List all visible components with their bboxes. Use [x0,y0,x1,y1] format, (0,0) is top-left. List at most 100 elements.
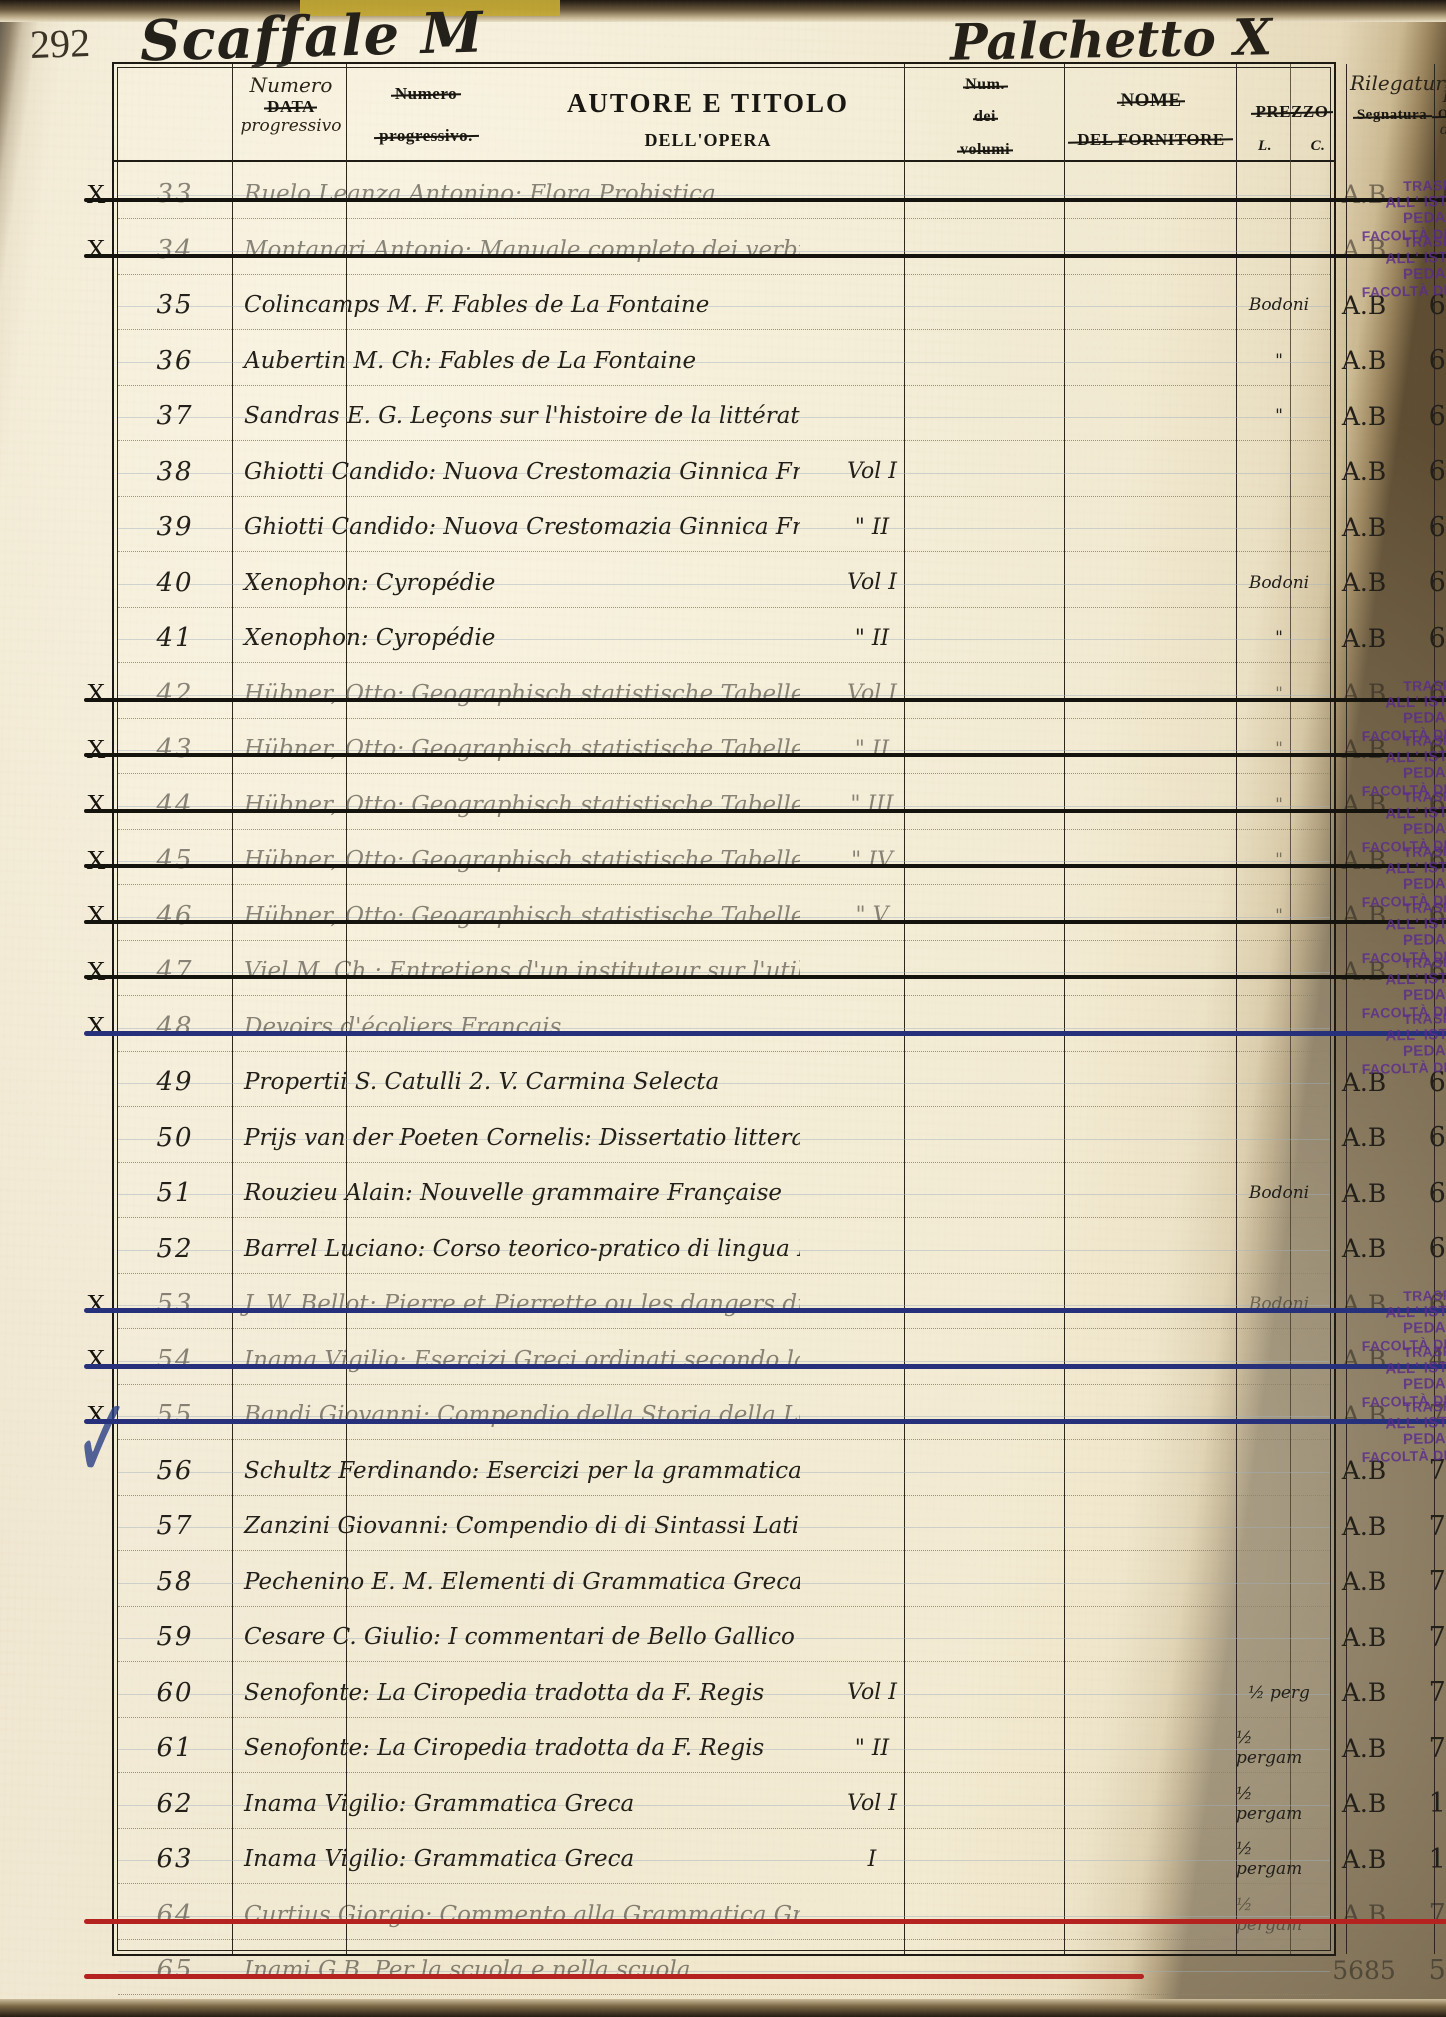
row-register-number: A.B [1341,1678,1387,1707]
header-binding: Rilegatura Segnatura [1350,71,1446,124]
table-row[interactable]: 61 Senofonte: La Ciropedia tradotta da F… [114,1722,1446,1774]
row-rule [118,1106,1330,1107]
row-number: 35 [156,290,194,320]
table-row[interactable]: 58 Pechenino E. M. Elementi di Grammatic… [114,1556,1446,1608]
row-volume [792,279,952,331]
table-row[interactable]: 63 Inama Vigilio: Grammatica Greca I ½ p… [114,1833,1446,1885]
row-author-title: Xenophon: Cyropédie [244,569,496,596]
row-price [1126,557,1234,609]
row-strikethrough [84,198,1446,202]
row-binding [1236,446,1322,498]
table-row[interactable]: 36 Aubertin M. Ch: Fables de La Fontaine… [114,335,1446,387]
row-number: 49 [156,1067,194,1097]
table-row[interactable]: X 43 Hübner, Otto: Geographisch statisti… [84,723,1446,775]
row-supplier [954,779,1124,831]
table-row[interactable]: X 33 Ruelo Leanza Antonino: Flora Probis… [84,168,1446,220]
row-price [1126,1112,1234,1164]
row-strikethrough [84,253,1446,258]
row-inventory-number: 7572 [1428,1399,1446,1431]
table-row[interactable]: 37 Sandras E. G. Leçons sur l'histoire d… [114,390,1446,442]
table-row[interactable]: 62 Inama Vigilio: Grammatica Greca Vol I… [114,1778,1446,1830]
row-volume: " II [854,625,890,651]
row-binding [1236,1112,1322,1164]
table-row[interactable]: X 53 J. W. Bellot: Pierre et Pierrette o… [84,1278,1446,1330]
row-supplier [954,1389,1124,1441]
table-row[interactable]: 49 Propertii S. Catulli 2. V. Carmina Se… [114,1056,1446,1108]
row-volume: Vol I [847,570,897,595]
row-binding: Bodoni [1248,572,1310,593]
table-row[interactable]: 51 Rouzieu Alain: Nouvelle grammaire Fra… [114,1167,1446,1219]
row-cancel-mark [80,1167,112,1219]
table-row[interactable]: 56 Schultz Ferdinando: Esercizi per la g… [114,1445,1446,1497]
table-row[interactable]: X 34 Montanari Antonio: Manuale completo… [84,224,1446,276]
row-cancel-mark [80,279,112,331]
row-supplier [954,1278,1124,1330]
row-blue-rule [118,1249,1330,1251]
row-supplier [954,945,1124,997]
table-row[interactable]: X 45 Hübner, Otto: Geographisch statisti… [84,834,1446,886]
row-inventory-number: 6989 [1428,622,1446,654]
table-row[interactable]: X 42 Hübner, Otto: Geographisch statisti… [84,668,1446,720]
row-supplier [954,612,1124,664]
row-inventory-number: 7574 [1428,1455,1446,1486]
table-row[interactable]: X 54 Inama Vigilio: Esercizi Greci ordin… [84,1334,1446,1386]
row-binding [1236,501,1322,553]
row-number: 42 [156,678,194,709]
row-blue-rule [118,195,1330,196]
table-row[interactable]: 60 Senofonte: La Ciropedia tradotta da F… [114,1667,1446,1719]
table-row[interactable]: 39 Ghiotti Candido: Nuova Crestomazia Gi… [114,501,1446,553]
row-number: 48 [156,1011,194,1042]
table-row[interactable]: 59 Cesare C. Giulio: I commentari de Bel… [114,1611,1446,1663]
row-inventory-number: 6955 [1428,733,1446,765]
row-register-number: A.B [1341,1622,1387,1652]
row-price [1126,335,1234,387]
header-number: Numero progressivo. [379,84,473,145]
row-cancel-mark [80,1556,112,1608]
table-row[interactable]: 52 Barrel Luciano: Corso teorico-pratico… [114,1223,1446,1275]
row-blue-rule [118,861,1330,862]
table-row[interactable]: 50 Prijs van der Poeten Cornelis: Disser… [114,1112,1446,1164]
table-row[interactable]: X 44 Hübner, Otto: Geographisch statisti… [84,779,1446,831]
row-price [1126,779,1234,831]
table-row[interactable]: X 48 Devoirs d'écoliers Francais [84,1001,1446,1053]
table-row[interactable]: X 46 Hübner, Otto: Geographisch statisti… [84,890,1446,942]
row-cancel-mark: X [86,955,106,986]
table-row[interactable]: 38 Ghiotti Candido: Nuova Crestomazia Gi… [114,446,1446,498]
row-binding: ½ perg [1248,1682,1310,1703]
row-inventory-number: 6 9 [1406,168,1446,220]
row-volume [792,1112,952,1164]
row-price [1126,1445,1234,1497]
table-row[interactable]: 40 Xenophon: Cyropédie Vol I Bodoni A.B … [114,557,1446,609]
row-number: 65 [156,1955,194,1985]
row-rule [118,384,1330,386]
row-inventory-number: 1618 [1428,1843,1446,1875]
table-row[interactable]: 65 Inami G.B. Per la scuola e nella scuo… [84,1944,1446,1996]
row-register-number: A.B [1341,1067,1387,1097]
col-rule-3 [904,64,905,1954]
row-inventory-number [1406,224,1446,276]
table-row[interactable]: X 47 Viel M. Ch.: Entretiens d'un instit… [84,945,1446,997]
ledger-table: Numero DATA progressivo Numero progressi… [84,62,1446,1995]
row-author-title: Propertii S. Catulli 2. V. Carmina Selec… [244,1069,720,1095]
row-author-title: Hübner, Otto: Geographisch statistische … [244,902,800,929]
row-register-number: A.B [1341,346,1387,375]
row-register-number: A.B [1341,1844,1387,1874]
table-row[interactable]: X 55 Bandi Giovanni: Compendio della Sto… [84,1389,1446,1441]
row-volume [792,390,952,442]
row-price [1126,834,1234,886]
row-supplier [954,1611,1124,1663]
table-row[interactable]: 35 Colincamps M. F. Fables de La Fontain… [114,279,1446,331]
row-binding: " [1275,406,1283,426]
row-rule [118,1272,1330,1274]
row-number: 60 [156,1677,194,1708]
row-supplier [954,501,1124,553]
row-number: 59 [156,1622,194,1652]
table-row[interactable]: 57 Zanzini Giovanni: Compendio di di Sin… [114,1500,1446,1552]
row-supplier [954,390,1124,442]
table-row[interactable]: 64 Curtius Giorgio: Commento alla Gramma… [84,1889,1446,1941]
row-cancel-mark [80,1112,112,1164]
row-register-number: A.B [1341,1178,1387,1208]
row-strikethrough [84,753,1446,757]
table-row[interactable]: 41 Xenophon: Cyropédie " II " A.B 6989 [114,612,1446,664]
row-cancel-mark [80,1833,112,1885]
